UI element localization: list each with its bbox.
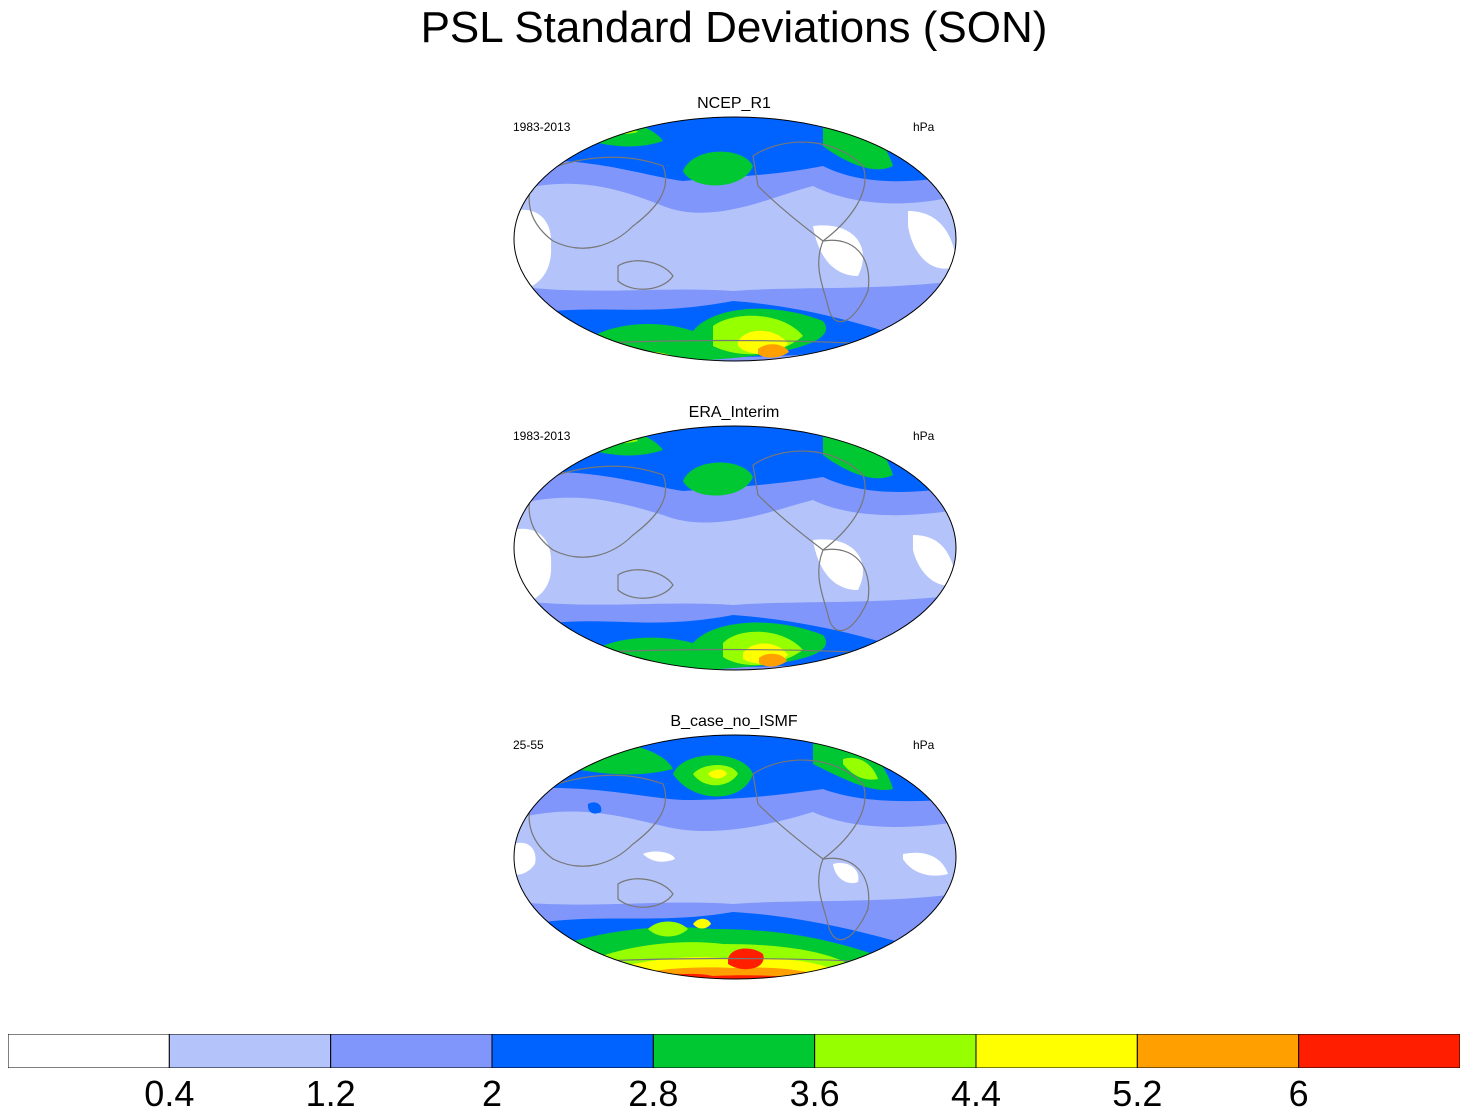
colorbar	[8, 1034, 1460, 1068]
panel-3-units: hPa	[913, 738, 935, 752]
panel-1-map	[513, 116, 957, 362]
colorbar-swatch	[652, 1034, 816, 1068]
colorbar-label: 5.2	[1112, 1073, 1163, 1114]
colorbar-label: 2.8	[628, 1073, 679, 1114]
panel-1-units: hPa	[913, 120, 935, 134]
panel-1-period: 1983-2013	[513, 120, 571, 134]
colorbar-label: 0.4	[144, 1073, 195, 1114]
panel-2-period: 1983-2013	[513, 429, 571, 443]
colorbar-swatch	[8, 1034, 170, 1068]
panel-2-map	[513, 425, 957, 671]
panel-3-title: B_case_no_ISMF	[670, 713, 798, 730]
colorbar-swatch	[491, 1034, 654, 1068]
colorbar-label: 6	[1288, 1073, 1309, 1114]
colorbar-label: 1.2	[305, 1073, 356, 1114]
colorbar-swatch	[1136, 1034, 1300, 1068]
panel-2-units: hPa	[913, 429, 935, 443]
panel-2-title: ERA_Interim	[688, 404, 780, 421]
colorbar-label: 2	[481, 1073, 503, 1114]
colorbar-swatch	[1298, 1034, 1460, 1068]
colorbar-label: 3.6	[789, 1073, 840, 1114]
colorbar-swatch	[975, 1034, 1138, 1068]
colorbar-label: 4.4	[950, 1073, 1002, 1114]
panel-3-map	[513, 734, 957, 980]
panel-1-title: NCEP_R1	[697, 95, 771, 112]
colorbar-swatch	[168, 1034, 332, 1068]
main-title: PSL Standard Deviations (SON)	[420, 3, 1048, 52]
colorbar-swatch	[330, 1034, 493, 1068]
panel-3-period: 25-55	[513, 738, 544, 752]
colorbar-swatch	[814, 1034, 977, 1068]
